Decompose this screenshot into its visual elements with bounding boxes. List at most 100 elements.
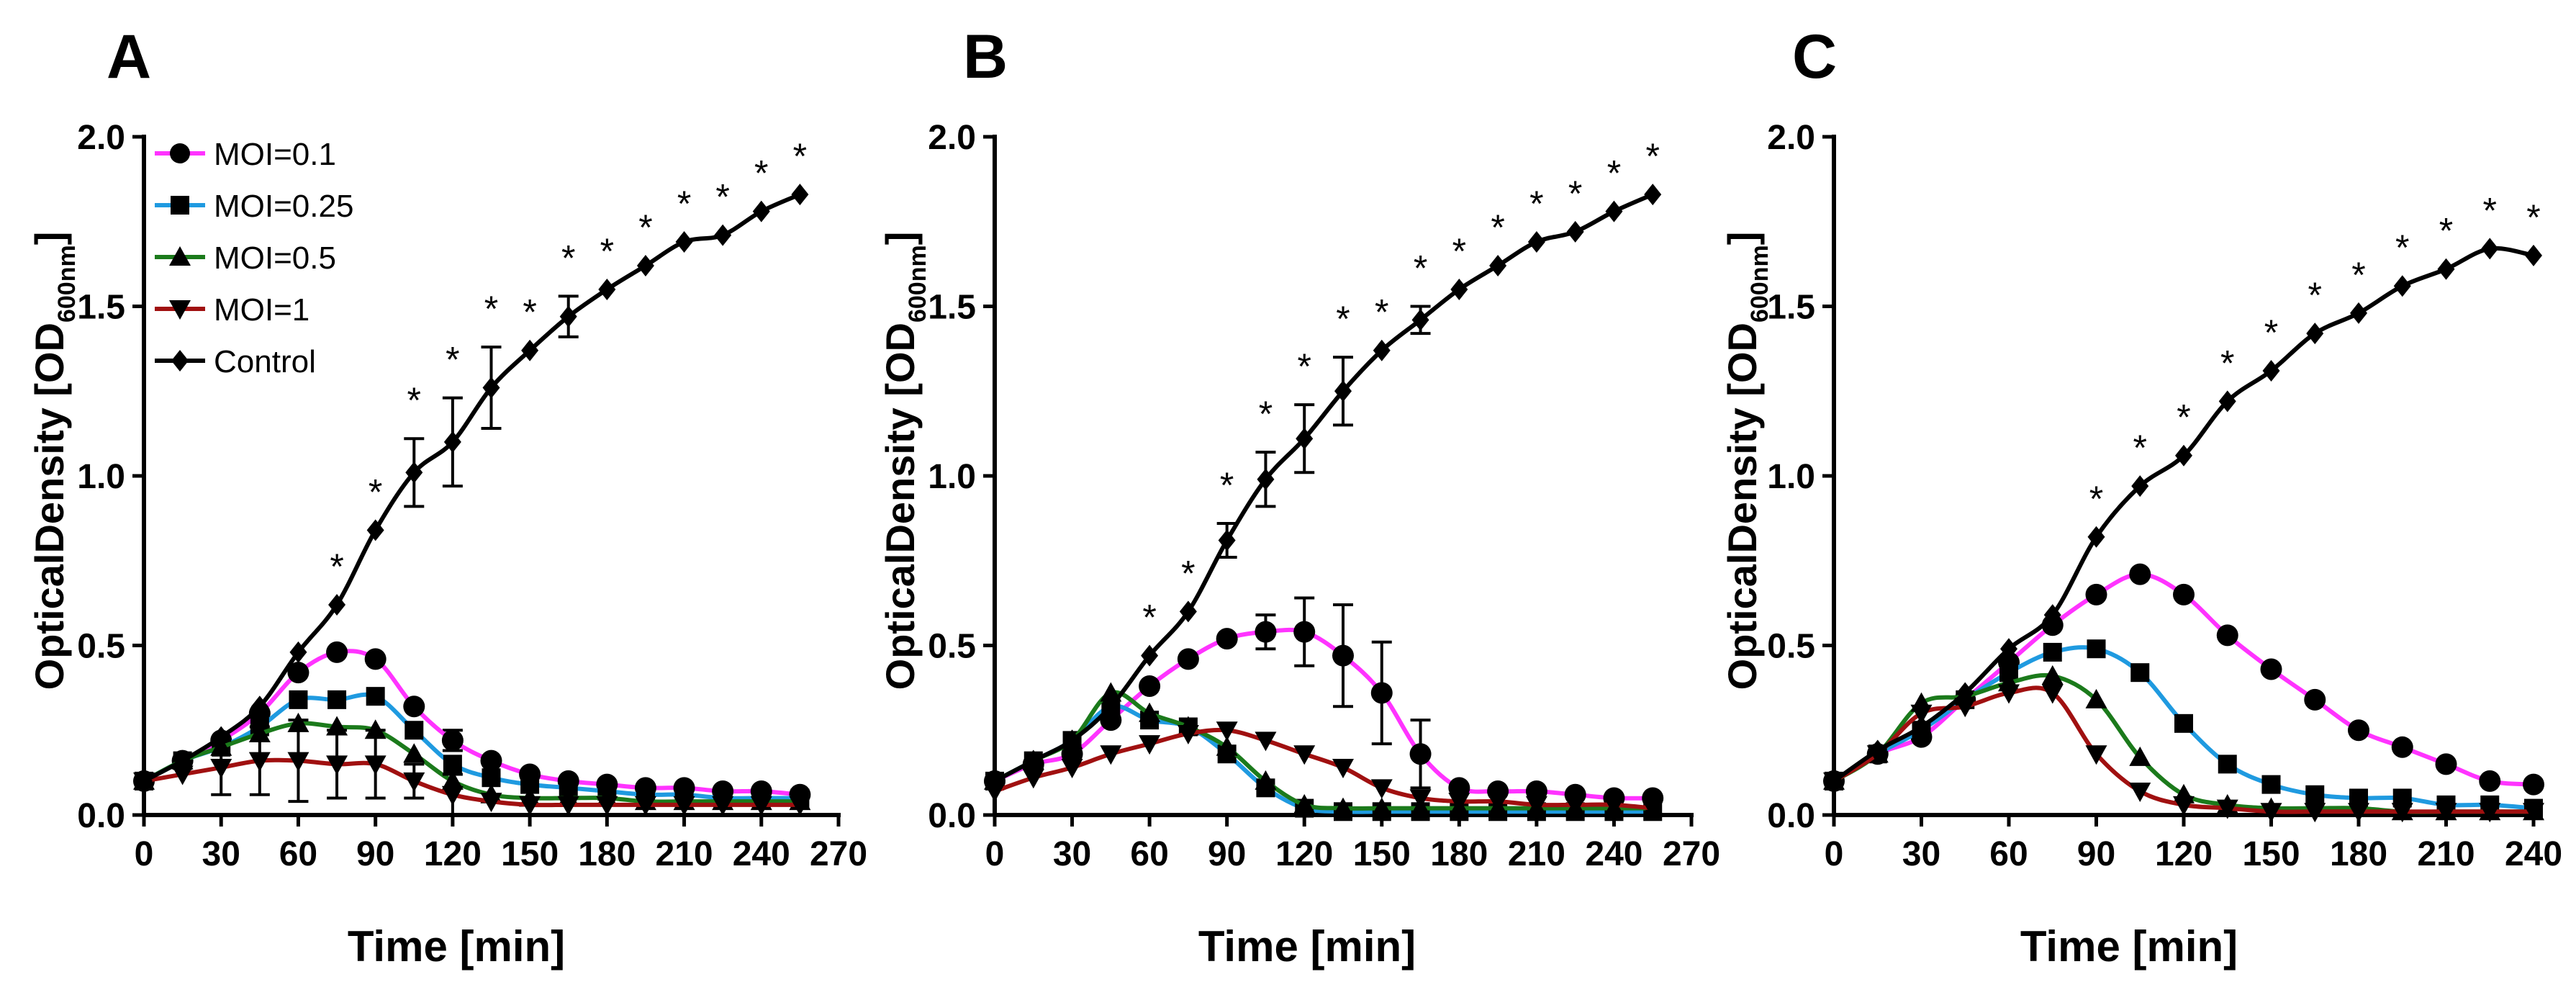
x-tick-label: 90 bbox=[2077, 835, 2115, 873]
data-point-moi-0-1 bbox=[2216, 624, 2238, 647]
plot-area-b: 0 30 60 90 120 150 180 210 240 270 0.0 0.5 1.0 1.5 2.0… bbox=[928, 119, 1720, 873]
data-point-moi-1 bbox=[2523, 803, 2544, 823]
data-point-control bbox=[1024, 749, 1042, 772]
data-point-control bbox=[1373, 339, 1391, 361]
data-point-moi-1 bbox=[1954, 698, 1976, 718]
data-point-moi-0-1 bbox=[326, 641, 348, 663]
data-point-control bbox=[366, 519, 384, 541]
significance-star: * bbox=[523, 292, 536, 333]
y-axis-label-c-sub: 600nm bbox=[1746, 245, 1773, 323]
series-line-control bbox=[1832, 246, 2534, 783]
data-point-moi-0-1 bbox=[2523, 773, 2544, 796]
data-point-moi-0-1 bbox=[2129, 563, 2151, 585]
data-point-moi-1 bbox=[171, 765, 194, 785]
data-point-control bbox=[2043, 604, 2061, 626]
x-tick-label: 120 bbox=[424, 835, 482, 873]
data-point-moi-1 bbox=[1910, 704, 1933, 724]
data-point-control bbox=[1868, 739, 1886, 762]
significance-star: * bbox=[1491, 207, 1504, 248]
data-point-moi-0-25 bbox=[2087, 639, 2106, 659]
x-tick-label: 0 bbox=[135, 835, 154, 873]
series-moi-0-5 bbox=[984, 682, 1664, 817]
data-point-moi-0-1 bbox=[2479, 770, 2501, 792]
significance-star: * bbox=[1181, 553, 1195, 593]
data-point-moi-1 bbox=[1332, 759, 1354, 779]
data-point-control bbox=[135, 770, 153, 792]
data-point-moi-1 bbox=[2348, 803, 2369, 823]
series-line-moi-0-1 bbox=[1832, 572, 2534, 787]
data-point-moi-1 bbox=[248, 752, 271, 772]
data-point-moi-0-25 bbox=[289, 690, 308, 709]
data-point-moi-1 bbox=[1216, 721, 1238, 742]
data-point-moi-1 bbox=[210, 759, 232, 779]
series-moi-1 bbox=[984, 721, 1664, 819]
y-tick-label: 0.0 bbox=[928, 797, 976, 835]
series-control bbox=[1825, 238, 2542, 792]
significance-star: * bbox=[2133, 428, 2147, 468]
significance-star: * bbox=[1645, 136, 1659, 176]
data-point-moi-0-25 bbox=[2261, 775, 2281, 794]
data-point-moi-0-25 bbox=[2174, 713, 2193, 733]
data-point-moi-0-5 bbox=[1370, 797, 1393, 817]
x-tick-label: 120 bbox=[2155, 835, 2213, 873]
panel-a: A 0 30 60 90 120 150 180 210 240 270 0.0 0.5 1.0 1.5 2… bbox=[27, 22, 867, 971]
data-point-moi-1 bbox=[2041, 684, 2064, 704]
data-point-moi-1 bbox=[2129, 783, 2151, 803]
y-tick-label: 2.0 bbox=[928, 119, 976, 157]
data-point-moi-1 bbox=[1564, 796, 1586, 816]
data-point-control bbox=[2000, 638, 2017, 660]
x-tick-label: 240 bbox=[1585, 835, 1642, 873]
data-point-control bbox=[1179, 600, 1197, 623]
data-point-moi-0-1 bbox=[1370, 682, 1393, 704]
data-point-moi-1 bbox=[1998, 684, 2020, 704]
data-point-moi-1 bbox=[750, 796, 772, 816]
data-point-control bbox=[598, 278, 616, 300]
data-point-control bbox=[1063, 729, 1081, 752]
data-point-moi-0-25 bbox=[2218, 755, 2237, 774]
data-point-moi-0-1 bbox=[403, 695, 425, 718]
series-line-moi-0-25 bbox=[143, 692, 800, 801]
data-point-moi-0-1 bbox=[1255, 621, 1277, 643]
data-point-control bbox=[2393, 275, 2411, 297]
data-point-moi-0-1 bbox=[1409, 743, 1432, 765]
significance-star: * bbox=[600, 231, 614, 271]
data-point-control bbox=[521, 339, 539, 361]
x-tick-label: 30 bbox=[1053, 835, 1091, 873]
significance-star: * bbox=[1607, 153, 1621, 194]
series-moi-0-1 bbox=[1823, 563, 2544, 796]
data-point-moi-0-5 bbox=[1255, 770, 1277, 790]
data-point-moi-1 bbox=[1061, 759, 1083, 779]
data-point-moi-1 bbox=[1487, 793, 1509, 813]
x-tick-label: 30 bbox=[202, 835, 240, 873]
significance-star: * bbox=[2439, 211, 2453, 251]
y-tick-label: 0.5 bbox=[77, 628, 125, 666]
data-point-moi-1 bbox=[1525, 796, 1547, 816]
data-point-moi-0-25 bbox=[405, 721, 424, 740]
data-point-moi-1 bbox=[1370, 779, 1393, 799]
data-point-moi-1 bbox=[441, 785, 464, 806]
x-tick-label: 240 bbox=[2505, 835, 2562, 873]
data-point-moi-1 bbox=[287, 752, 309, 772]
data-point-control bbox=[2175, 444, 2192, 467]
x-tick-label: 30 bbox=[1902, 835, 1940, 873]
data-point-control bbox=[1102, 695, 1120, 718]
x-tick-label: 0 bbox=[985, 835, 1005, 873]
significance-star: * bbox=[484, 289, 498, 329]
data-point-moi-0-25 bbox=[2130, 663, 2150, 683]
data-point-control bbox=[289, 641, 307, 663]
significance-star: * bbox=[2264, 312, 2278, 353]
data-point-moi-0-1 bbox=[2304, 688, 2326, 711]
x-tick-label: 150 bbox=[2242, 835, 2300, 873]
data-point-moi-0-1 bbox=[2085, 583, 2107, 605]
x-tick-label: 120 bbox=[1275, 835, 1333, 873]
data-point-moi-1 bbox=[519, 796, 541, 816]
data-point-control bbox=[328, 593, 346, 616]
significance-star: * bbox=[1568, 174, 1582, 214]
data-point-moi-0-5 bbox=[403, 743, 425, 763]
data-point-control bbox=[2087, 526, 2105, 548]
legend-triangle-up-marker bbox=[169, 246, 191, 266]
y-tick-label: 1.5 bbox=[928, 289, 976, 327]
x-tick-label: 270 bbox=[1663, 835, 1720, 873]
data-point-moi-0-1 bbox=[364, 648, 387, 670]
data-point-control bbox=[173, 749, 191, 772]
